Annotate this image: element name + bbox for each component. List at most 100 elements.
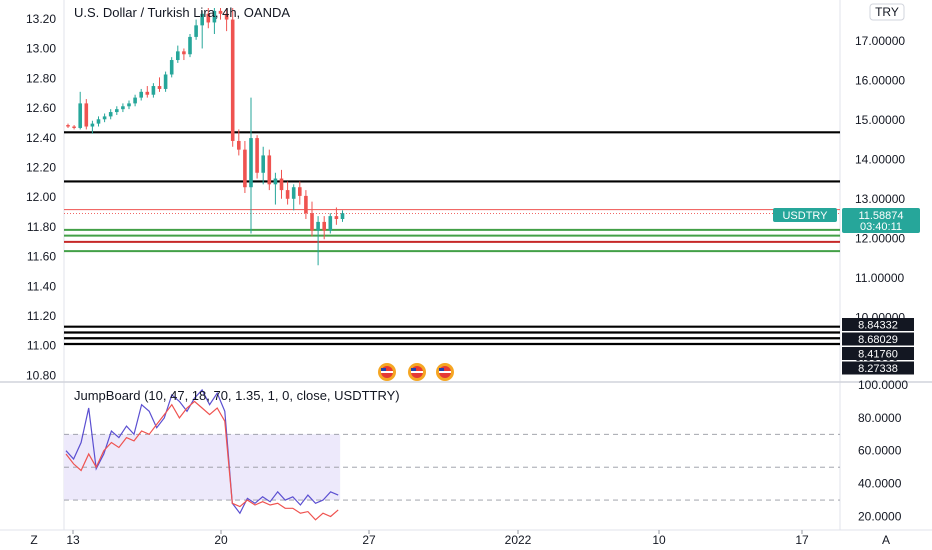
candle-body [304,195,308,214]
candle-body [108,112,113,117]
right-axis-tick-label: 13.00000 [855,192,905,206]
candle-body [328,216,333,231]
candle-body [78,103,82,128]
level-tag-background [842,318,914,331]
event-flag-icon[interactable] [378,363,396,381]
candle-body [145,91,150,95]
candle-body [163,74,168,89]
level-tag-label: 8.27338 [858,363,898,375]
indicator-axis-tick-label: 80.0000 [858,411,902,425]
right-axis-tick-label: 11.00000 [855,271,904,285]
symbol-tag-label: USDTRY [782,210,828,222]
candle-body [243,149,247,188]
candle-body [230,19,235,141]
candle-body [255,138,259,173]
candle-body [212,10,217,23]
event-flag-icon[interactable] [408,363,426,381]
candle-body [273,178,278,185]
candle-body [310,213,314,231]
indicator-axis-tick-label: 100.0000 [858,378,908,392]
candle-body [194,25,198,37]
left-axis-tick-label: 12.20 [26,161,56,175]
level-tag-background [842,332,914,346]
candle-body [102,116,107,120]
currency-button-label: TRY [875,5,899,19]
candle-body [285,190,290,199]
right-axis-tick-label: 12.00000 [855,232,905,246]
left-axis-tick-label: 12.00 [26,190,56,204]
candle-body [96,119,101,124]
symbol-tag [773,208,837,222]
candle-body [206,13,211,23]
left-axis-tick-label: 11.80 [27,220,56,234]
candle-body [340,213,345,220]
indicator-title: JumpBoard (10, 47, 18, 70, 1.35, 1, 0, c… [74,388,400,403]
level-tag-label: 8.84332 [858,320,898,332]
time-axis-tick-label: 2022 [505,533,532,547]
candle-body [182,51,186,55]
candle-body [224,13,229,20]
event-icons[interactable] [378,363,454,381]
candle-body [188,36,192,55]
right-axis-tick-label: 15.00000 [855,113,905,127]
left-axis-tick-label: 13.00 [26,42,56,56]
candle-body [151,86,156,95]
candle-body [298,187,302,196]
indicator-band-layer [64,433,840,501]
candlestick-series [66,8,345,266]
candle-body [322,221,326,231]
left-axis-tick-label: 12.80 [26,71,56,85]
left-axis-tick-label: 11.20 [27,309,56,323]
left-axis-tick-label: 13.20 [26,12,56,26]
candle-body [261,155,265,173]
time-axis-tick-label: 10 [652,533,666,547]
bar-countdown: 03:40:11 [860,221,902,233]
candle-body [84,103,89,127]
time-axis-tick-label: 17 [795,533,809,547]
left-axis-tick-label: 12.60 [26,101,56,115]
chart-title: U.S. Dollar / Turkish Lira, 4h, OANDA [74,5,290,20]
last-price-value: 11.58874 [858,210,903,222]
candle-body [127,103,131,107]
indicator-series-line [65,388,339,515]
last-price-tag [842,208,920,233]
right-axis-tick-label: 17.00000 [855,34,905,48]
level-tag-background [842,347,914,360]
time-axis-tick-label: 20 [214,533,228,547]
candle-body [237,140,241,150]
candle-body [133,97,137,104]
axis-labels: 13.20 13.00 12.80 12.60 12.40 12.20 12.00 11.80… [26,12,914,547]
time-axis-tick-label: 27 [362,533,376,547]
left-axis-tick-label: 11.00 [27,339,56,353]
candle-body [291,187,296,199]
zoom-corner-button[interactable]: Z [30,533,37,547]
auto-scale-button[interactable]: A [882,533,890,547]
left-axis-tick-label: 12.40 [26,131,56,145]
event-flag-icon[interactable] [436,363,454,381]
indicator-axis-tick-label: 60.0000 [858,444,902,458]
left-axis-tick-label: 11.60 [27,250,56,264]
candle-body [279,178,284,191]
candle-body [316,221,320,231]
indicator-series-line [65,400,339,521]
left-axis-tick-label: 11.40 [27,279,56,293]
candle-body [169,60,174,75]
currency-button[interactable] [869,3,905,21]
candle-body [218,10,223,14]
candle-body [267,155,272,185]
candle-body [66,125,70,127]
candle-body [139,91,143,98]
level-tag-background [842,361,914,375]
time-axis-tick-label: 13 [66,533,80,547]
candle-body [90,123,95,127]
right-axis-tick-label: 14.00000 [855,153,905,167]
right-axis-tick-label: 16.00000 [855,74,905,88]
horizontal-levels [64,131,840,346]
left-axis-tick-label: 10.80 [26,368,56,382]
indicator-axis-tick-label: 40.0000 [858,477,902,491]
indicator-axis-tick-label: 20.0000 [858,509,902,523]
candle-body [334,216,339,220]
candle-body [121,106,125,110]
candle-body [72,126,76,128]
